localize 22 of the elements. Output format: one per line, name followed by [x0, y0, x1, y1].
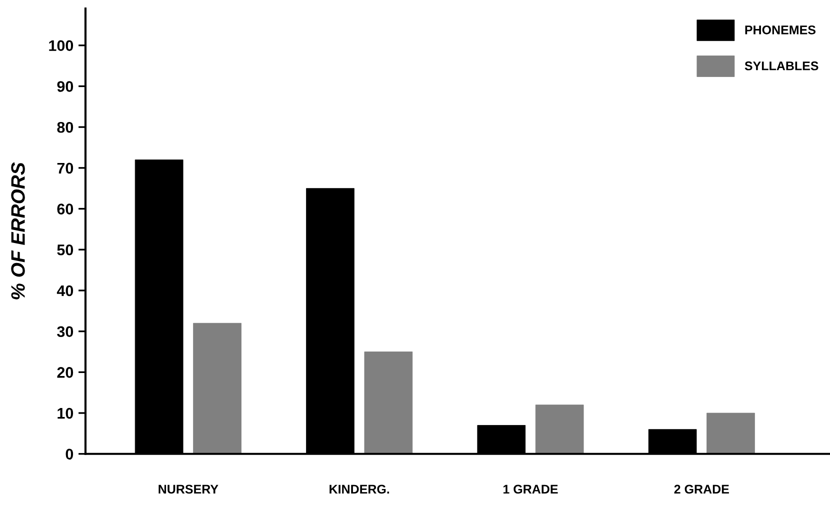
bar [364, 352, 413, 454]
y-tick-label: 90 [57, 81, 74, 92]
legend-label: PHONEMES [745, 26, 816, 34]
y-tick-label: 60 [57, 204, 74, 214]
y-axis-title: % OF ERRORS [11, 162, 25, 300]
x-tick-label: 1 GRADE [503, 484, 558, 494]
x-tick-label: NURSERY [158, 484, 218, 494]
y-tick-label: 40 [56, 285, 74, 296]
y-tick-label: 70 [57, 162, 74, 174]
y-tick-label: 100 [49, 40, 74, 52]
bar [706, 412, 755, 454]
bar [193, 322, 242, 454]
x-tick-label: 2 GRADE [674, 484, 729, 494]
y-tick-label: 50 [57, 244, 74, 256]
legend-label: SYLLABLES [744, 61, 818, 70]
y-tick-label: 20 [57, 367, 74, 378]
y-tick-label: 30 [57, 326, 74, 338]
bar [535, 404, 584, 454]
x-tick-label: KINDERG. [330, 484, 390, 494]
y-tick-label: 80 [57, 122, 74, 133]
y-tick-label: 0 [66, 448, 74, 460]
y-tick-label: 10 [58, 408, 74, 419]
